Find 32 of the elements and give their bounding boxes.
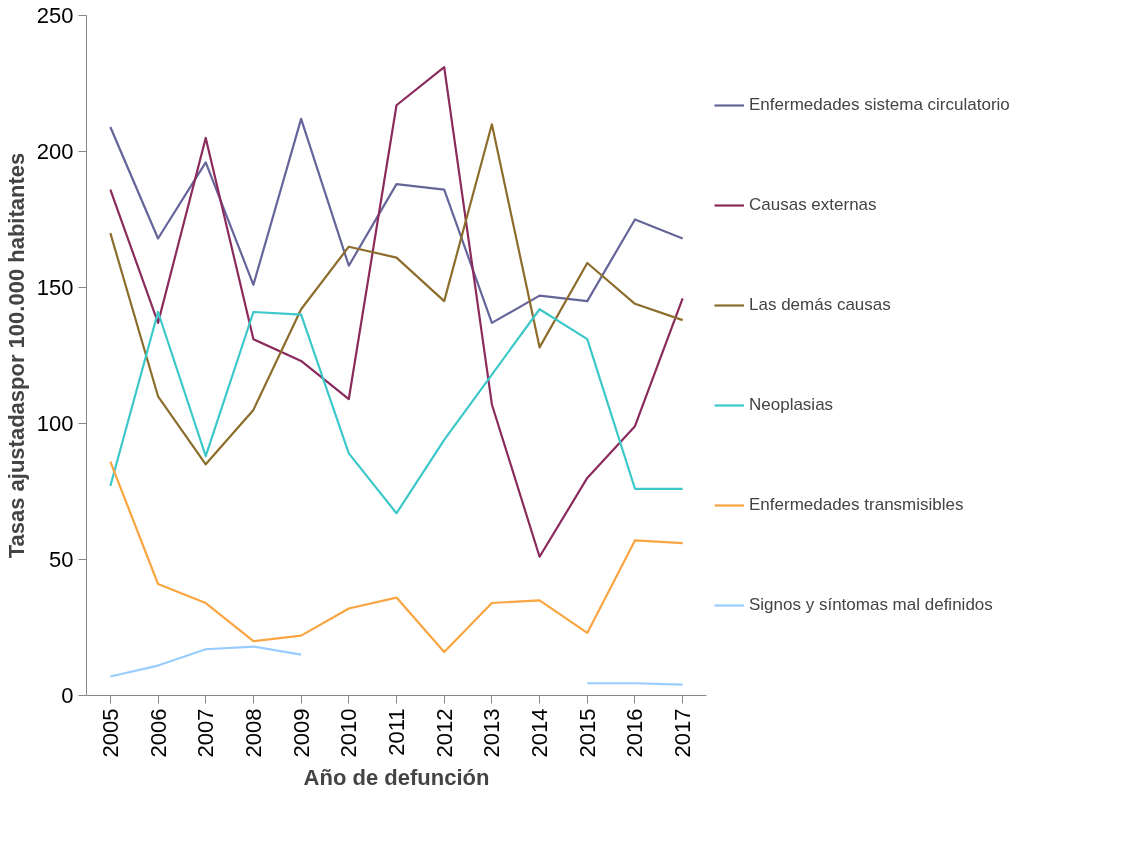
x-tick-label: 2009 bbox=[288, 708, 314, 758]
legend-label: Causas externas bbox=[749, 194, 877, 216]
x-tick-label: 2010 bbox=[336, 708, 362, 758]
x-tick-label: 2012 bbox=[431, 708, 457, 758]
legend-label: Neoplasias bbox=[749, 394, 834, 416]
y-tick-label: 0 bbox=[61, 683, 74, 708]
line-series bbox=[109, 460, 684, 654]
x-tick-label: 2006 bbox=[145, 708, 171, 758]
y-tick-label: 250 bbox=[36, 3, 74, 28]
x-tick-label: 2017 bbox=[670, 708, 696, 758]
x-tick-label: 2013 bbox=[479, 708, 505, 758]
line-series bbox=[109, 308, 684, 515]
y-tick-label: 200 bbox=[36, 139, 74, 164]
legend-label: Enfermedades transmisibles bbox=[749, 494, 964, 516]
x-tick-label: 2008 bbox=[240, 708, 266, 758]
x-tick-label: 2015 bbox=[574, 708, 600, 758]
y-tick-label: 100 bbox=[36, 411, 74, 436]
legend-label: Signos y síntomas mal definidos bbox=[749, 594, 993, 616]
y-tick-label: 50 bbox=[49, 547, 74, 572]
x-tick-label: 2007 bbox=[193, 708, 219, 758]
y-tick-label: 150 bbox=[36, 275, 74, 300]
legend-label: Las demás causas bbox=[749, 294, 891, 316]
x-axis-title: Año de defunción bbox=[303, 765, 490, 791]
x-tick-label: 2016 bbox=[622, 708, 648, 758]
x-tick-label: 2011 bbox=[384, 708, 409, 756]
line-series bbox=[109, 117, 684, 324]
line-series bbox=[109, 66, 684, 558]
line-series bbox=[109, 123, 684, 466]
x-tick-label: 2014 bbox=[527, 708, 553, 758]
legend-label: Enfermedades sistema circulatorio bbox=[749, 94, 1010, 116]
y-axis-title: Tasas ajustadaspor 100.000 habitantes bbox=[3, 152, 29, 559]
x-tick-label: 2005 bbox=[97, 708, 123, 758]
